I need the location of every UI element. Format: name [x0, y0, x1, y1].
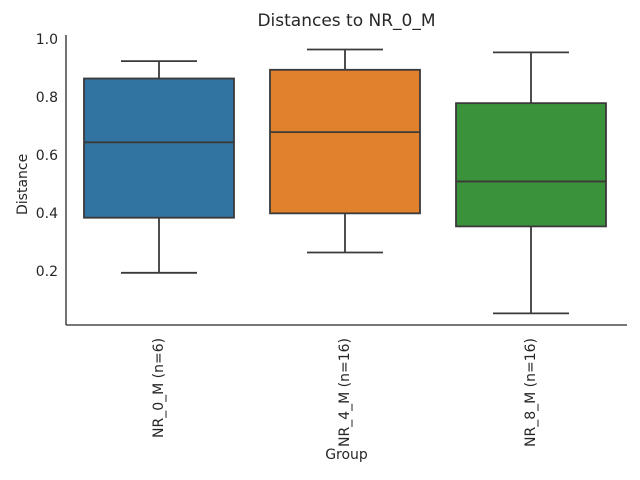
- y-tick-label: 1.0: [35, 32, 58, 49]
- x-tick-label: NR_4_M (n=16): [337, 338, 353, 447]
- chart-title: Distances to NR_0_M: [257, 11, 436, 31]
- x-tick-label: NR_0_M (n=6): [151, 337, 167, 438]
- y-tick-label: 0.2: [35, 264, 58, 281]
- iqr-box: [83, 77, 235, 219]
- y-axis-label: Distance: [15, 153, 31, 215]
- y-tick-label: 0.8: [35, 90, 58, 107]
- box-nr_8_m: [455, 51, 607, 315]
- y-tick-label: 0.4: [35, 206, 58, 223]
- x-axis-label: Group: [325, 447, 368, 463]
- iqr-box: [455, 102, 607, 228]
- iqr-box: [269, 68, 421, 215]
- x-tick-label: NR_8_M (n=16): [523, 338, 539, 447]
- box-nr_0_m: [83, 60, 235, 274]
- box-nr_4_m: [269, 48, 421, 254]
- y-tick-label: 0.6: [35, 148, 58, 165]
